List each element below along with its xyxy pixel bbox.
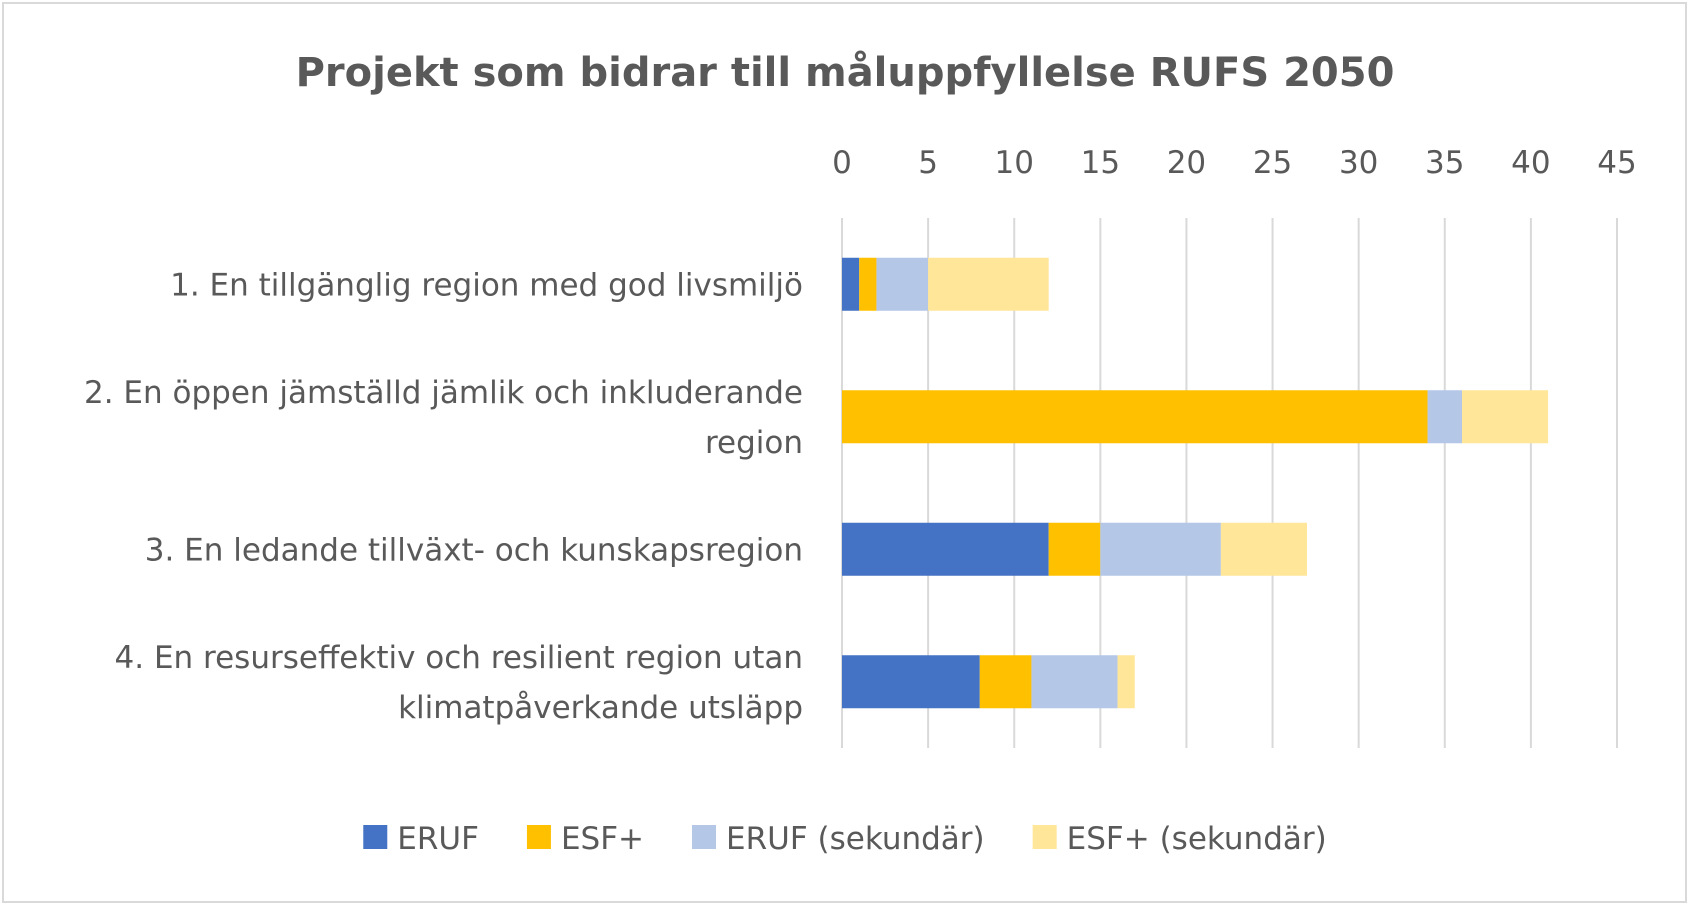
x-tick-label: 35 [1425,145,1464,181]
bar-segment [842,655,980,709]
bar-segment [1048,522,1101,576]
bar-segment [1220,522,1307,576]
x-tick-label: 20 [1167,145,1206,181]
bar-segment [1031,655,1118,709]
bar-segment [1117,655,1135,709]
bar-segment [876,257,929,311]
legend-label: ESF+ (sekundär) [1067,821,1327,857]
x-tick-label: 10 [994,145,1033,181]
x-tick-label: 45 [1597,145,1636,181]
bar-segment [859,257,877,311]
legend-label: ESF+ [561,821,644,857]
legend-label: ERUF [397,821,479,857]
bar-segment [842,522,1049,576]
legend-swatch [526,825,551,849]
bar-segment [842,257,860,311]
x-tick-label: 25 [1253,145,1292,181]
category-label: 1. En tillgänglig region med god livsmil… [170,267,803,303]
category-label: klimatpåverkande utsläpp [398,690,803,726]
legend-swatch [1032,825,1057,849]
legend-swatch [363,825,388,849]
category-label: 2. En öppen jämställd jämlik och inklude… [84,375,803,411]
bar-segment [1100,522,1221,576]
chart-title: Projekt som bidrar till måluppfyllelse R… [296,49,1395,96]
bar-segment [1462,390,1549,444]
category-label: 4. En resurseffektiv och resilient regio… [115,640,803,676]
bar-segment [979,655,1032,709]
bar-segment [842,390,1428,444]
x-tick-label: 15 [1081,145,1120,181]
bar-segment [1427,390,1462,444]
x-axis-ticks: 0 5 10 15 20 25 30 35 40 45 [832,145,1637,181]
bar-segment [928,257,1049,311]
category-label: 3. En ledande tillväxt- och kunskapsregi… [145,532,803,568]
legend: ERUF ESF+ ERUF (sekundär) ESF+ (sekundär) [363,821,1327,857]
x-tick-label: 40 [1511,145,1550,181]
legend-label: ERUF (sekundär) [726,821,985,857]
x-tick-label: 30 [1339,145,1378,181]
x-tick-label: 5 [918,145,938,181]
x-tick-label: 0 [832,145,852,181]
bars [842,257,1549,709]
category-label: region [705,425,803,461]
legend-swatch [692,825,717,849]
category-labels: 1. En tillgänglig region med god livsmil… [84,267,803,726]
